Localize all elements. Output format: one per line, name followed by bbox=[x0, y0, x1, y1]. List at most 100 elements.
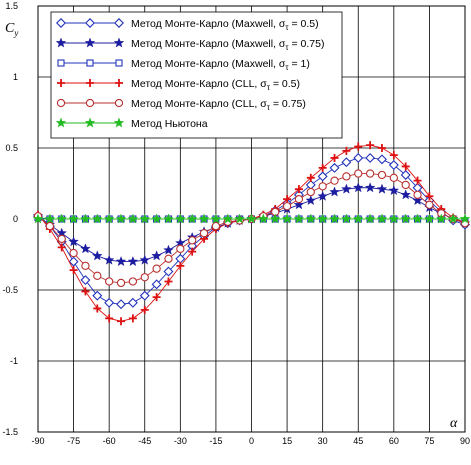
data-point bbox=[447, 213, 459, 224]
data-point bbox=[246, 213, 257, 224]
data-point bbox=[176, 261, 185, 270]
data-point bbox=[424, 213, 435, 224]
data-point bbox=[318, 163, 327, 172]
data-point bbox=[163, 244, 174, 255]
x-tick-label: -90 bbox=[31, 436, 44, 446]
data-point bbox=[293, 213, 305, 224]
data-point bbox=[376, 213, 388, 224]
y-tick-label: 1 bbox=[13, 72, 18, 82]
data-point bbox=[45, 221, 55, 231]
data-point bbox=[32, 213, 44, 224]
data-point bbox=[364, 213, 376, 224]
data-point bbox=[401, 162, 410, 171]
x-tick-label: 45 bbox=[353, 436, 363, 446]
data-point bbox=[341, 183, 352, 194]
data-point bbox=[163, 266, 174, 277]
data-point bbox=[377, 144, 386, 152]
data-point bbox=[80, 243, 91, 254]
data-point bbox=[222, 213, 234, 224]
series-5 bbox=[32, 213, 471, 224]
legend-marker bbox=[85, 18, 95, 28]
data-point bbox=[330, 153, 339, 162]
legend-label: Метод Монте-Карло (Maxwell, στ = 0.5) bbox=[131, 18, 319, 32]
data-point bbox=[164, 277, 173, 286]
data-point bbox=[93, 271, 102, 280]
data-point bbox=[69, 266, 78, 275]
data-point bbox=[330, 176, 339, 185]
data-point bbox=[92, 213, 103, 224]
y-tick-label: 1.5 bbox=[5, 1, 18, 11]
x-tick-label: -60 bbox=[103, 436, 116, 446]
data-point bbox=[352, 213, 364, 224]
data-point bbox=[175, 213, 186, 224]
data-point bbox=[116, 278, 126, 288]
data-point bbox=[139, 290, 150, 301]
data-point bbox=[364, 182, 376, 193]
data-point bbox=[389, 173, 398, 182]
data-point bbox=[401, 180, 410, 190]
legend-marker bbox=[114, 18, 124, 28]
x-axis-label: α bbox=[450, 416, 458, 431]
data-point bbox=[354, 142, 363, 151]
data-point bbox=[435, 213, 447, 224]
data-point bbox=[282, 202, 292, 211]
data-point bbox=[388, 213, 400, 224]
data-point bbox=[80, 275, 91, 286]
data-point bbox=[164, 254, 173, 263]
data-point bbox=[306, 173, 315, 182]
data-point bbox=[269, 213, 281, 224]
data-point bbox=[293, 199, 305, 210]
data-point bbox=[365, 169, 375, 178]
legend-box bbox=[50, 11, 343, 139]
legend-label: Метод Монте-Карло (CLL, στ = 0.5) bbox=[131, 78, 300, 92]
data-point bbox=[103, 254, 115, 265]
y-axis-label: Cy bbox=[5, 21, 18, 38]
data-point bbox=[176, 244, 185, 253]
x-tick-label: -45 bbox=[138, 436, 151, 446]
legend-marker bbox=[55, 117, 67, 128]
data-point bbox=[354, 169, 363, 178]
legend: Метод Монте-Карло (Maxwell, στ = 0.5) Мет… bbox=[50, 11, 343, 139]
data-point bbox=[127, 213, 139, 224]
data-point bbox=[258, 213, 269, 224]
legend-entry: Метод Монте-Карло (CLL, στ = 0.75) bbox=[56, 98, 306, 112]
legend-marker bbox=[86, 79, 94, 87]
data-point bbox=[412, 194, 423, 206]
data-point bbox=[366, 141, 375, 150]
data-point bbox=[151, 279, 162, 290]
data-point bbox=[68, 213, 79, 224]
data-point bbox=[128, 277, 138, 286]
data-point bbox=[306, 187, 315, 197]
data-point bbox=[234, 213, 245, 224]
data-point bbox=[425, 200, 434, 209]
x-tick-label: 60 bbox=[389, 436, 399, 446]
legend-entry: Метод Ньютона bbox=[55, 117, 208, 130]
legend-marker bbox=[113, 117, 125, 128]
data-point bbox=[152, 293, 161, 302]
data-point bbox=[69, 248, 78, 258]
legend-marker bbox=[114, 98, 124, 108]
data-point bbox=[329, 186, 340, 197]
y-tick-label: 0 bbox=[13, 214, 18, 224]
data-point bbox=[103, 213, 115, 224]
data-point bbox=[140, 273, 149, 282]
legend-marker bbox=[84, 117, 96, 128]
data-point bbox=[105, 314, 114, 323]
legend-marker bbox=[85, 98, 95, 108]
data-point bbox=[413, 176, 422, 185]
tick-labels: -90 -75 -60 -45 -30 -15 0 15 30 45 60 75 90 -1.5 -1 -0.… bbox=[2, 1, 470, 446]
data-point bbox=[188, 247, 197, 256]
data-point bbox=[353, 152, 364, 163]
data-point bbox=[365, 152, 376, 163]
data-point bbox=[139, 254, 151, 265]
data-point bbox=[186, 213, 198, 224]
data-point bbox=[376, 154, 387, 165]
legend-marker bbox=[57, 79, 65, 87]
data-point bbox=[318, 182, 327, 191]
data-point bbox=[128, 314, 137, 323]
y-tick-label: -0.5 bbox=[2, 285, 18, 295]
legend-marker bbox=[115, 59, 123, 67]
data-point bbox=[127, 256, 139, 267]
data-point bbox=[376, 183, 388, 194]
